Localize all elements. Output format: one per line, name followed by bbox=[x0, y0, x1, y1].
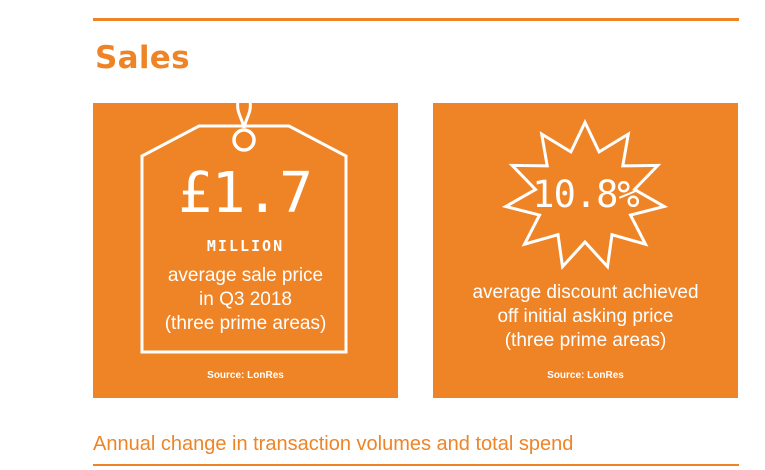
discount-source: Source: LonRes bbox=[547, 370, 624, 381]
sale-price-description: average sale price in Q3 2018 (three pri… bbox=[93, 264, 398, 336]
average-discount-card bbox=[433, 103, 738, 398]
chart-section-heading: Annual change in transaction volumes and… bbox=[93, 433, 574, 455]
description-line: off initial asking price bbox=[497, 306, 674, 327]
description-line: average sale price bbox=[167, 265, 324, 286]
description-line: (three prime areas) bbox=[504, 330, 667, 351]
top-divider bbox=[93, 18, 739, 21]
description-line: (three prime areas) bbox=[164, 313, 327, 334]
sale-price-unit: MILLION bbox=[206, 237, 285, 255]
bottom-divider bbox=[93, 464, 739, 466]
section-title: Sales bbox=[95, 40, 190, 76]
sale-price-value: £1.7 bbox=[178, 161, 313, 226]
discount-description: average discount achieved off initial as… bbox=[433, 281, 738, 353]
sale-price-source: Source: LonRes bbox=[207, 370, 284, 381]
description-line: in Q3 2018 bbox=[199, 289, 292, 310]
description-line: average discount achieved bbox=[472, 282, 699, 303]
discount-value: 10.8% bbox=[532, 173, 639, 216]
